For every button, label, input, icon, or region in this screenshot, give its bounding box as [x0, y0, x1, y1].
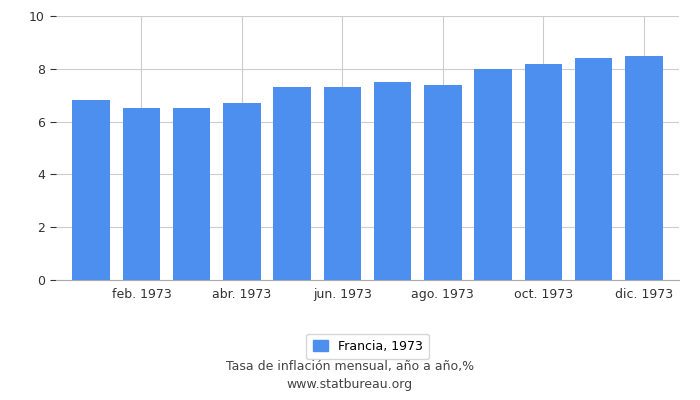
Text: Tasa de inflación mensual, año a año,%: Tasa de inflación mensual, año a año,%: [226, 360, 474, 373]
Bar: [323, 87, 361, 280]
Bar: [122, 108, 160, 280]
Bar: [524, 64, 562, 280]
Bar: [625, 56, 663, 280]
Bar: [72, 100, 110, 280]
Bar: [273, 87, 311, 280]
Bar: [223, 103, 260, 280]
Bar: [173, 108, 211, 280]
Bar: [424, 85, 462, 280]
Bar: [475, 69, 512, 280]
Bar: [575, 58, 612, 280]
Bar: [374, 82, 412, 280]
Text: www.statbureau.org: www.statbureau.org: [287, 378, 413, 391]
Legend: Francia, 1973: Francia, 1973: [307, 334, 428, 359]
